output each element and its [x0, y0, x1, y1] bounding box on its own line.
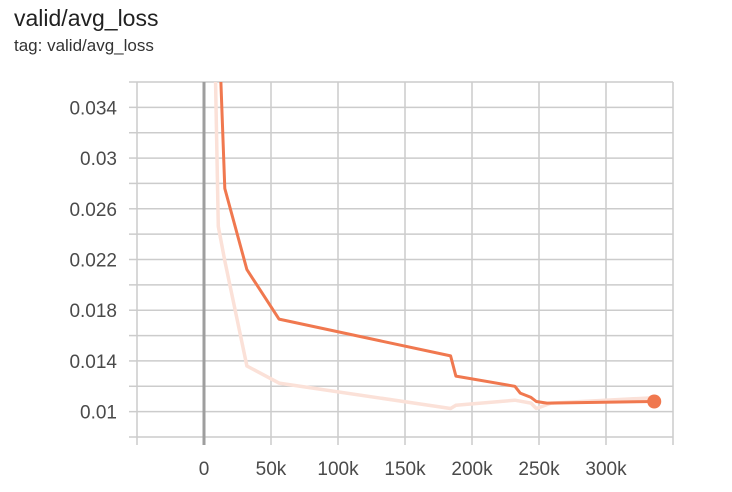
x-tick-label: 50k [256, 459, 287, 480]
x-tick-label: 0 [199, 459, 210, 480]
y-tick-label: 0.01 [80, 403, 117, 424]
chart-tag: tag: valid/avg_loss [14, 36, 154, 55]
x-tick-label: 250k [518, 459, 560, 480]
y-tick-label: 0.03 [80, 149, 117, 170]
y-axis: 0.01 0.014 0.018 0.022 0.026 0.03 0.034 [69, 98, 117, 423]
last-point-marker [647, 394, 662, 409]
x-axis: 0 50k 100k 150k 200k 250k 300k [199, 459, 627, 480]
x-tick-label: 100k [317, 459, 359, 480]
y-tick-label: 0.014 [69, 352, 117, 373]
y-tick-label: 0.034 [69, 98, 117, 119]
grid [129, 81, 674, 445]
x-tick-label: 150k [384, 459, 426, 480]
plot-area [213, 82, 655, 411]
y-tick-label: 0.026 [69, 200, 117, 221]
y-tick-label: 0.022 [69, 251, 117, 272]
smoothed-series-line [219, 82, 655, 405]
last-point-dot [647, 394, 662, 409]
y-tick-label: 0.018 [69, 301, 117, 322]
chart-title: valid/avg_loss [14, 5, 159, 31]
x-tick-label: 200k [451, 459, 493, 480]
x-tick-label: 300k [585, 459, 627, 480]
raw-series-line [213, 82, 655, 411]
